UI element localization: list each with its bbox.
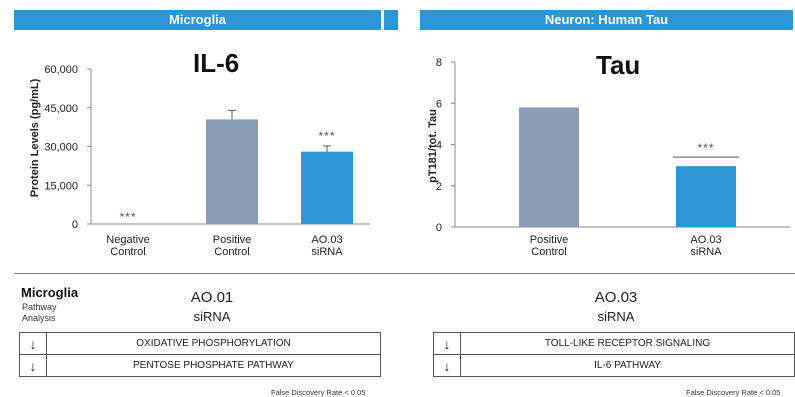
pathway-subtitle-1: Pathway bbox=[22, 302, 57, 312]
x-tick-label: Control bbox=[214, 246, 249, 258]
bar bbox=[519, 107, 579, 227]
x-tick-label: siRNA bbox=[690, 246, 722, 258]
y-tick-label: 2 bbox=[436, 181, 442, 193]
y-tick-label: 60,000 bbox=[44, 64, 78, 76]
chart-title-tau: Tau bbox=[596, 50, 641, 80]
table-row: ↓ TOLL-LIKE RECEPTOR SIGNALING bbox=[433, 332, 795, 355]
pathway-table-left: ↓ OXIDATIVE PHOSPHORYLATION ↓ PENTOSE PH… bbox=[19, 332, 381, 377]
pathway-right-name: AO.03 bbox=[594, 289, 638, 306]
significance-label: *** bbox=[697, 141, 714, 155]
x-tick-label: Positive bbox=[213, 234, 252, 246]
header-neuron-tau: Neuron: Human Tau bbox=[420, 10, 793, 30]
bar bbox=[206, 119, 258, 224]
x-tick-label: AO.03 bbox=[311, 234, 342, 246]
x-tick-label: AO.03 bbox=[690, 234, 721, 246]
pathway-label: OXIDATIVE PHOSPHORYLATION bbox=[46, 332, 381, 355]
x-tick-label: Positive bbox=[530, 234, 569, 246]
header-divider-block bbox=[384, 10, 398, 30]
x-tick-label: Control bbox=[531, 246, 566, 258]
y-tick-label: 15,000 bbox=[44, 180, 78, 192]
table-row: ↓ IL-6 PATHWAY bbox=[433, 354, 795, 377]
y-tick-label: 4 bbox=[436, 140, 442, 152]
bar bbox=[301, 151, 353, 224]
table-row: ↓ PENTOSE PHOSPHATE PATHWAY bbox=[19, 354, 381, 377]
y-tick-label: 0 bbox=[436, 222, 442, 234]
pathway-right-sub: siRNA bbox=[597, 309, 635, 324]
pathway-left-sub: siRNA bbox=[193, 309, 231, 324]
down-arrow-icon: ↓ bbox=[19, 354, 47, 377]
chart-il6: 015,00030,00045,00060,000***NegativeCont… bbox=[44, 57, 790, 258]
y-tick-label: 0 bbox=[72, 219, 78, 231]
down-arrow-icon: ↓ bbox=[433, 332, 461, 355]
table-row: ↓ OXIDATIVE PHOSPHORYLATION bbox=[19, 332, 381, 355]
pathway-left-name: AO.01 bbox=[190, 289, 234, 306]
y-tick-label: 30,000 bbox=[44, 142, 78, 154]
x-tick-label: siRNA bbox=[311, 246, 343, 258]
pathway-table-right: ↓ TOLL-LIKE RECEPTOR SIGNALING ↓ IL-6 PA… bbox=[433, 332, 795, 377]
down-arrow-icon: ↓ bbox=[19, 332, 47, 355]
header-microglia: Microglia bbox=[14, 10, 381, 30]
chart-title-il6: IL-6 bbox=[193, 48, 240, 78]
pathway-label: PENTOSE PHOSPHATE PATHWAY bbox=[46, 354, 381, 377]
pathway-section-title: Microglia bbox=[21, 285, 79, 300]
down-arrow-icon: ↓ bbox=[433, 354, 461, 377]
pathway-label: IL-6 PATHWAY bbox=[460, 354, 795, 377]
x-tick-label: Negative bbox=[106, 234, 149, 246]
bar bbox=[676, 166, 736, 227]
pathway-subtitle-2: Analysis bbox=[22, 313, 56, 323]
significance-label: *** bbox=[119, 210, 136, 224]
pathway-label: TOLL-LIKE RECEPTOR SIGNALING bbox=[460, 332, 795, 355]
y-tick-label: 8 bbox=[436, 57, 442, 69]
significance-label: *** bbox=[318, 129, 335, 143]
y-tick-label: 45,000 bbox=[44, 103, 78, 115]
fdr-note-left: False Discovery Rate < 0.05 bbox=[271, 388, 366, 397]
fdr-note-right: False Discovery Rate < 0.05 bbox=[686, 388, 781, 397]
x-tick-label: Control bbox=[110, 246, 145, 258]
y-tick-label: 6 bbox=[436, 98, 442, 110]
section-separator bbox=[14, 273, 795, 274]
